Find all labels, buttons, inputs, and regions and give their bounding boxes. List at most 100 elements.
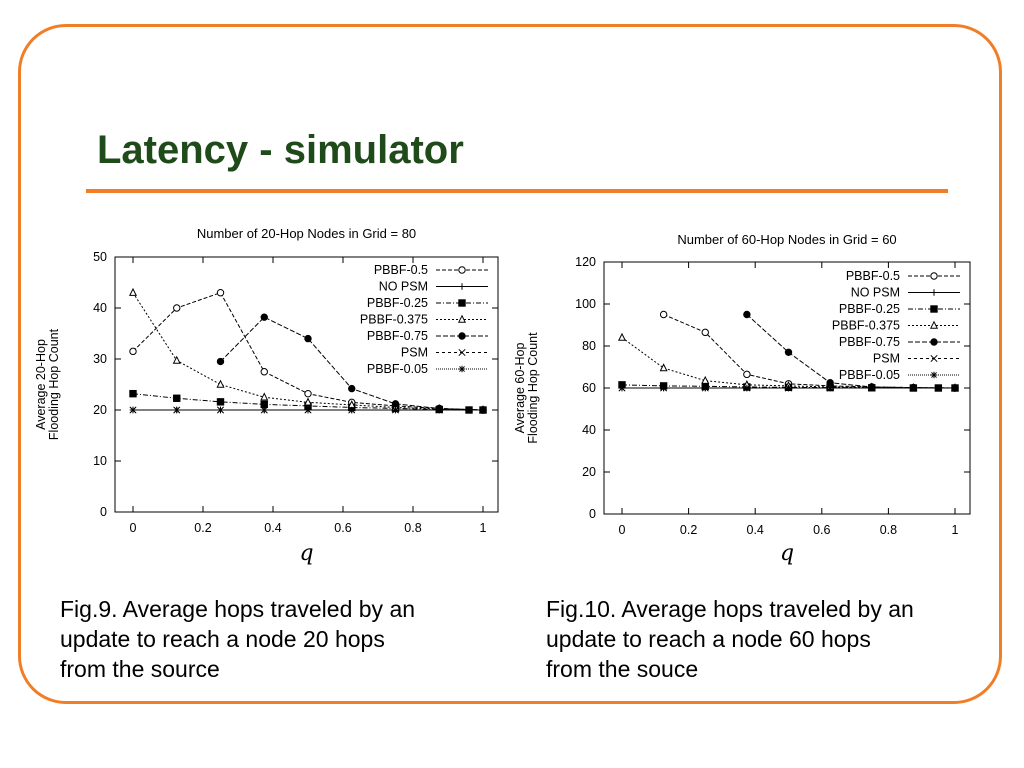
data-point: [217, 406, 224, 414]
data-point: [826, 384, 834, 392]
y-tick-label: 50: [93, 250, 107, 264]
data-point: [701, 328, 709, 337]
y-tick-label: 20: [582, 465, 596, 479]
x-tick-label: 0.6: [813, 523, 830, 537]
y-tick-label: 10: [93, 454, 107, 468]
data-point: [910, 384, 917, 392]
data-point: [479, 406, 487, 414]
data-point: [173, 406, 180, 414]
y-axis-label-line: Flooding Hop Count: [47, 328, 61, 440]
data-point: [348, 406, 355, 414]
x-tick-label: 0.6: [334, 521, 351, 535]
data-point: [261, 406, 268, 414]
legend-marker: [458, 266, 466, 274]
data-point: [260, 313, 268, 321]
legend-label: PSM: [873, 352, 900, 366]
slide-title: Latency - simulator: [97, 128, 464, 172]
data-point: [702, 384, 709, 392]
x-tick-label: 0.2: [680, 523, 697, 537]
legend-label: PBBF-0.05: [367, 362, 428, 376]
y-axis-label: Average 60-HopFlooding Hop Count: [513, 332, 540, 444]
legend-label: PBBF-0.5: [374, 263, 428, 277]
data-point: [129, 347, 137, 356]
data-point: [743, 384, 751, 392]
data-point: [785, 384, 792, 392]
y-tick-label: 120: [575, 255, 596, 269]
legend-label: PBBF-0.75: [367, 329, 428, 343]
caption-line: update to reach a node 60 hops: [546, 626, 871, 652]
data-point: [173, 304, 181, 312]
legend-label: PBBF-0.25: [367, 296, 428, 310]
figure-10-caption: Fig.10. Average hops traveled by an upda…: [546, 594, 914, 684]
x-axis-label: q: [780, 541, 794, 566]
y-axis-label-line: Average 20-Hop: [34, 339, 48, 430]
data-point: [304, 406, 312, 414]
legend-label: PBBF-0.05: [839, 368, 900, 382]
y-tick-label: 60: [582, 381, 596, 395]
data-point: [304, 389, 312, 398]
legend-marker: [930, 305, 938, 313]
chart-title: Number of 20-Hop Nodes in Grid = 80: [197, 226, 416, 241]
legend-marker: [930, 354, 938, 363]
series-line: [663, 314, 956, 389]
x-tick-label: 0.8: [880, 523, 897, 537]
data-point: [784, 348, 793, 356]
legend-label: PBBF-0.5: [846, 269, 900, 283]
data-point: [659, 363, 668, 372]
data-point: [743, 370, 751, 379]
y-axis-label: Average 20-HopFlooding Hop Count: [34, 328, 61, 440]
y-tick-label: 0: [100, 505, 107, 519]
data-point: [173, 394, 181, 402]
caption-line: from the source: [60, 656, 220, 682]
caption-line: update to reach a node 20 hops: [60, 626, 385, 652]
legend-marker: [930, 338, 938, 346]
y-tick-label: 40: [93, 301, 107, 315]
y-tick-label: 80: [582, 339, 596, 353]
data-point: [129, 406, 137, 414]
x-tick-label: 0: [130, 521, 137, 535]
slide-frame: [18, 24, 1002, 704]
series-pbbf-0-05: [129, 406, 487, 414]
legend-marker: [929, 320, 939, 329]
plot-frame: [114, 256, 499, 513]
data-point: [618, 384, 626, 392]
legend-marker: [930, 371, 938, 379]
chart-title: Number of 60-Hop Nodes in Grid = 60: [677, 232, 896, 247]
data-point: [260, 368, 268, 376]
x-axis-label: q: [299, 541, 313, 566]
data-point: [304, 334, 312, 343]
x-tick-label: 0.2: [194, 521, 211, 535]
x-tick-label: 0.8: [404, 521, 421, 535]
data-point: [216, 398, 225, 406]
data-point: [216, 289, 225, 297]
title-underline: [86, 189, 948, 193]
data-point: [701, 375, 710, 384]
y-tick-label: 20: [93, 403, 107, 417]
legend-marker: [458, 348, 466, 357]
data-point: [129, 389, 137, 398]
data-point: [436, 406, 443, 414]
data-point: [617, 332, 627, 341]
x-tick-label: 0.4: [264, 521, 281, 535]
caption-line: Fig.10. Average hops traveled by an: [546, 596, 914, 622]
legend-label: NO PSM: [379, 280, 428, 294]
series-line: [132, 393, 483, 411]
legend-marker: [930, 289, 938, 296]
figure-9-caption: Fig.9. Average hops traveled by an updat…: [60, 594, 415, 684]
x-tick-label: 1: [480, 521, 487, 535]
y-axis-label-line: Flooding Hop Count: [526, 332, 540, 444]
data-point: [660, 384, 667, 392]
data-point: [392, 406, 399, 414]
y-axis-label-line: Average 60-Hop: [513, 343, 527, 434]
legend-marker: [457, 314, 467, 323]
legend-label: PBBF-0.75: [839, 335, 900, 349]
legend-marker: [458, 283, 466, 290]
x-tick-label: 0.4: [747, 523, 764, 537]
legend-label: PSM: [401, 346, 428, 360]
legend-label: PBBF-0.25: [839, 302, 900, 316]
data-point: [659, 310, 668, 319]
legend-marker: [458, 332, 466, 340]
data-point: [303, 397, 313, 406]
